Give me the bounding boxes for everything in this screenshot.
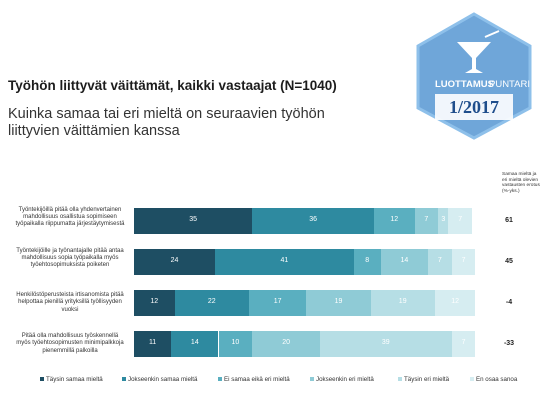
bar-segment [248, 290, 307, 316]
difference-value: -4 [505, 299, 513, 306]
difference-value: -33 [503, 340, 515, 347]
data-label: 39 [381, 339, 390, 346]
legend-label: Jokseenkin samaa mieltä [128, 376, 198, 383]
bar-segment [171, 331, 219, 357]
bar-segment [451, 249, 476, 275]
data-label: 7 [461, 257, 466, 264]
bar-segment [373, 208, 415, 234]
badge-glass-icon [457, 42, 491, 73]
stacked-bar: 11 14 10 20 39 7 [134, 331, 476, 357]
category-label: Pitää olla mahdollisuus työskennellä myö… [16, 333, 124, 354]
bar-segment [174, 290, 249, 316]
chart-legend: Täysin samaa mieltä Jokseenkin samaa miel… [40, 376, 540, 386]
bar-segment [218, 331, 253, 357]
chart-subtitle: Kuinka samaa tai eri mieltä on seuraavie… [8, 106, 325, 139]
bar-segment [252, 208, 374, 234]
bar-segment [380, 249, 429, 275]
chart-title: Työhön liittyvät väittämät, kaikki vasta… [8, 78, 337, 93]
badge-glass-sparkle-icon [484, 30, 500, 38]
data-label: 12 [390, 216, 399, 223]
legend-item: Jokseenkin samaa mieltä [122, 376, 197, 383]
bar-segment [370, 290, 435, 316]
legend-item: Jokseenkin eri mieltä [310, 376, 374, 383]
legend-swatch [310, 377, 314, 382]
category-label: Työntekijöillä pitää olla yhdenvertainen… [15, 206, 125, 227]
data-label: 7 [437, 257, 442, 264]
bar-segment [353, 249, 381, 275]
legend-item: Täysin samaa mieltä [40, 376, 103, 383]
bar-segment [252, 331, 320, 357]
category-label: Työntekijöille ja työnantajalle pitää an… [16, 247, 124, 268]
legend-label: Ei samaa eikä eri mieltä [224, 376, 290, 383]
data-label: 14 [190, 339, 199, 346]
legend-label: En osaa sanoa [476, 376, 518, 383]
legend-item: Täysin eri mieltä [398, 376, 449, 383]
data-label: 36 [309, 216, 318, 223]
legend-item: En osaa sanoa [470, 376, 517, 383]
data-label: 14 [400, 257, 409, 264]
bar-segment [215, 249, 354, 275]
legend-label: Jokseenkin eri mieltä [316, 376, 374, 383]
difference-header: Samaa mieltä ja eri mieltä olevien vasta… [502, 172, 540, 194]
badge-issue-panel [435, 94, 513, 120]
bar-segment [319, 331, 452, 357]
bar-segment [414, 208, 439, 234]
bar-segment [434, 290, 476, 316]
badge-brand-a: LUOTTAMUS [435, 79, 494, 90]
bar-segment [438, 208, 449, 234]
bar-segment [306, 290, 371, 316]
bar-segment [448, 208, 472, 234]
bar-segment [451, 331, 476, 357]
data-label: 7 [424, 216, 429, 223]
data-label: 41 [280, 257, 289, 264]
data-label: 12 [150, 298, 159, 305]
data-label: 19 [334, 298, 343, 305]
legend-swatch [218, 377, 222, 382]
data-label: 12 [451, 298, 459, 305]
data-label: 19 [398, 298, 407, 305]
data-label: 3 [441, 216, 446, 223]
data-label: 10 [231, 339, 240, 346]
bar-segment [428, 249, 452, 275]
data-label: 24 [170, 257, 179, 264]
data-label: 8 [365, 257, 370, 264]
data-label: 35 [189, 216, 198, 223]
badge-issue: 1/2017 [449, 97, 499, 117]
bar-segment [134, 331, 172, 357]
legend-swatch [398, 377, 402, 382]
legend-swatch [470, 377, 474, 382]
difference-value: 61 [505, 217, 513, 224]
stacked-bar: 35 36 12 7 3 7 [134, 208, 472, 234]
legend-item: Ei samaa eikä eri mieltä [218, 376, 290, 383]
legend-swatch [40, 377, 44, 382]
data-label: 20 [282, 339, 290, 346]
bar-segment [134, 208, 253, 234]
legend-swatch [122, 377, 126, 382]
bar-segment [134, 249, 216, 275]
data-label: 11 [148, 339, 157, 346]
data-label: 22 [207, 298, 216, 305]
difference-value: 45 [505, 258, 513, 265]
stacked-bar: 24 41 8 14 7 7 [134, 249, 476, 275]
data-label: 7 [458, 216, 463, 223]
badge-brand-b: PUNTARI [489, 79, 530, 90]
category-label: Henkilöstöperusteista irtisanomista pitä… [16, 292, 124, 313]
stacked-bar: 12 22 17 19 19 12 [134, 290, 476, 316]
legend-label: Täysin eri mieltä [404, 376, 450, 383]
luottamuspuntari-badge: LUOTTAMUS PUNTARI 1/2017 [416, 12, 532, 140]
data-label: 7 [461, 339, 466, 346]
legend-label: Täysin samaa mieltä [46, 376, 103, 383]
data-label: 17 [273, 298, 282, 305]
bar-segment [134, 290, 175, 316]
